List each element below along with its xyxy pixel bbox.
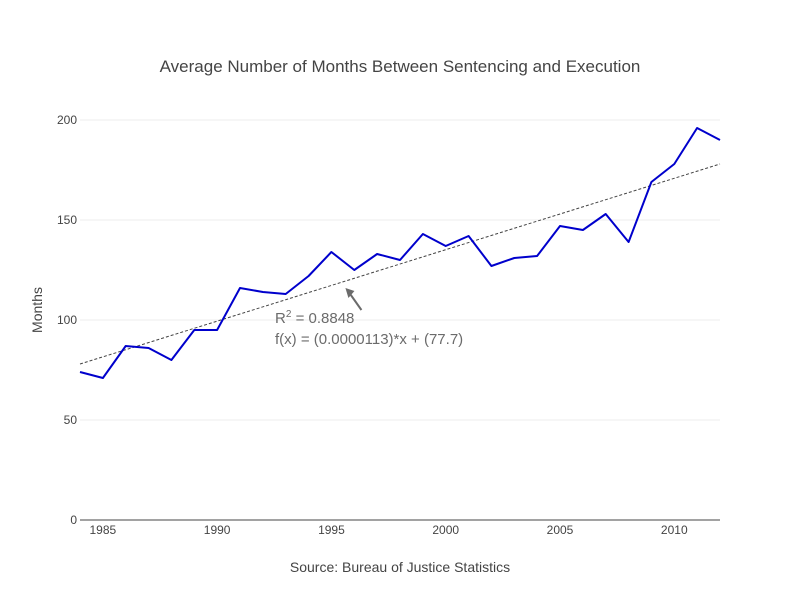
x-tick-label: 1990: [204, 523, 231, 537]
annotation-r-squared: R2 = 0.8848: [275, 309, 354, 327]
x-axis-title: Source: Bureau of Justice Statistics: [290, 559, 510, 575]
gridlines: [80, 119, 720, 421]
y-axis-title: Months: [29, 287, 45, 333]
y-tick-label: 50: [64, 413, 78, 427]
y-tick-label: 0: [70, 513, 77, 527]
trendline-layer: [79, 163, 721, 365]
annotation-equation: f(x) = (0.0000113)*x + (77.7): [275, 331, 463, 348]
r2-value: = 0.8848: [291, 310, 354, 327]
r2-prefix: R: [275, 310, 286, 327]
x-tick-label: 2005: [547, 523, 574, 537]
x-tick-label: 2000: [432, 523, 459, 537]
trendline: [79, 163, 721, 365]
chart-title: Average Number of Months Between Sentenc…: [160, 57, 641, 76]
annotation-arrowhead: [345, 288, 355, 298]
series-layer: [79, 127, 721, 379]
annotation: R2 = 0.8848 f(x) = (0.0000113)*x + (77.7): [275, 288, 463, 348]
y-tick-label: 150: [57, 213, 77, 227]
x-tick-label: 2010: [661, 523, 688, 537]
x-tick-label: 1985: [90, 523, 117, 537]
y-tick-label: 100: [57, 313, 77, 327]
r2-superscript: 2: [286, 309, 292, 320]
annotation-arrow: [348, 292, 363, 311]
x-tick-label: 1995: [318, 523, 345, 537]
axes: 0 50 100 150 200 1985 1990 1995 2000 2005 2010: [57, 113, 720, 537]
y-tick-label: 200: [57, 113, 77, 127]
